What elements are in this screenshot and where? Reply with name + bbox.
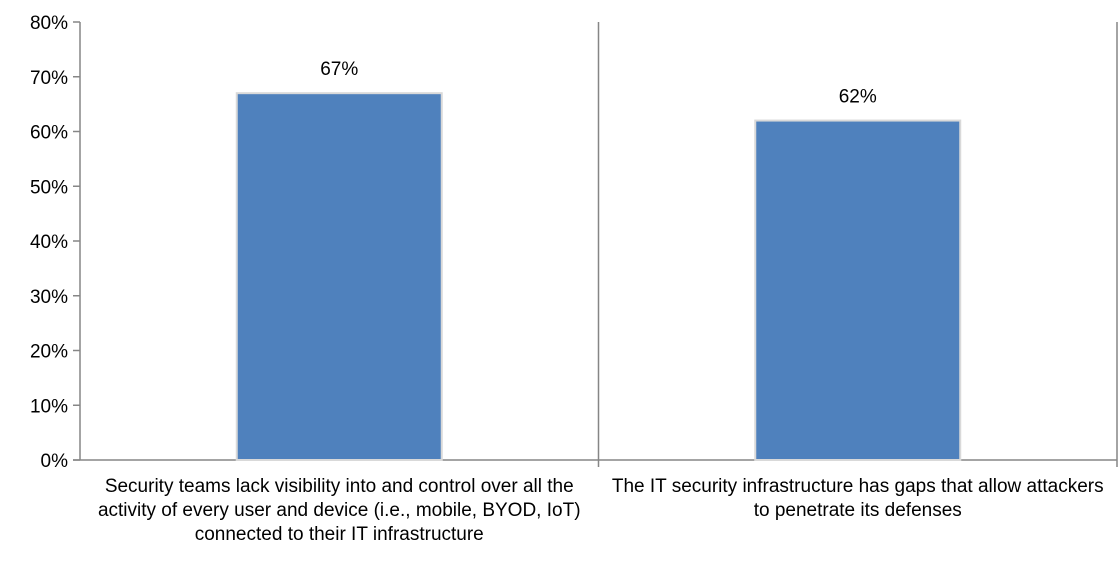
y-tick-label: 80%	[30, 13, 68, 34]
y-tick-label: 50%	[30, 177, 68, 198]
bar	[235, 92, 443, 462]
y-tick-label: 40%	[30, 232, 68, 253]
bar	[754, 119, 962, 462]
y-tick-label: 10%	[30, 396, 68, 417]
y-tick-label: 0%	[41, 451, 69, 472]
x-category-label: The IT security infrastructure has gaps …	[611, 476, 1104, 521]
data-label: 62%	[839, 87, 877, 108]
y-tick-label: 70%	[30, 68, 68, 89]
data-label: 67%	[320, 59, 358, 80]
y-tick-label: 60%	[30, 123, 68, 144]
y-tick-label: 20%	[30, 342, 68, 363]
x-category-label: Security teams lack visibility into and …	[97, 476, 581, 545]
y-tick-label: 30%	[30, 287, 68, 308]
